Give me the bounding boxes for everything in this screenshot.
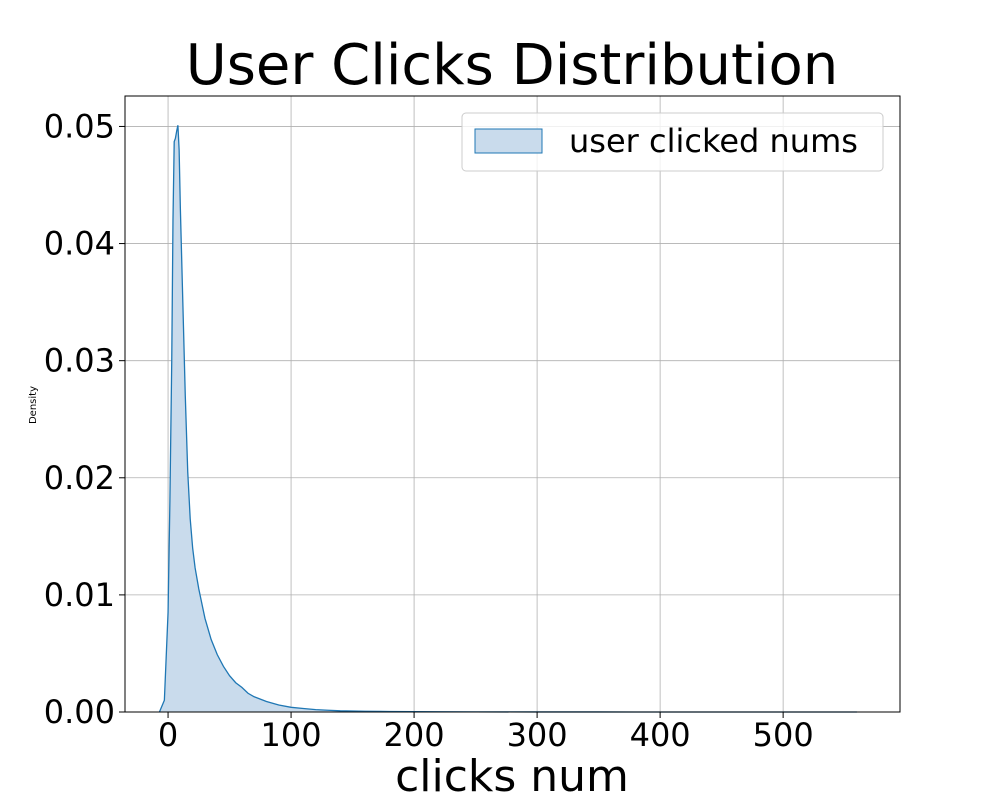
y-tick-label: 0.03 <box>44 342 115 380</box>
y-tick-label: 0.00 <box>44 693 115 731</box>
x-tick-label: 200 <box>384 716 445 754</box>
x-tick-label: 100 <box>261 716 322 754</box>
y-tick-label: 0.05 <box>44 107 115 145</box>
x-tick-label: 400 <box>630 716 691 754</box>
y-tick-label: 0.04 <box>44 225 115 263</box>
y-axis-ticks: 0.00 0.01 0.02 0.03 0.04 0.05 <box>44 107 125 731</box>
y-axis-label: Density <box>28 386 39 424</box>
y-tick-label: 0.02 <box>44 459 115 497</box>
legend-box <box>461 112 884 172</box>
legend-entry-label: user clicked nums <box>569 122 858 160</box>
x-tick-label: 0 <box>158 716 178 754</box>
x-tick-label: 300 <box>507 716 568 754</box>
x-axis-ticks: 0 100 200 300 400 500 <box>158 712 814 754</box>
density-area-fill <box>159 125 857 712</box>
y-tick-label: 0.01 <box>44 576 115 614</box>
plot-frame <box>124 95 901 713</box>
x-tick-label: 500 <box>753 716 814 754</box>
x-axis-label: clicks num <box>395 751 629 800</box>
legend-swatch <box>474 128 543 154</box>
chart-title: User Clicks Distribution <box>186 33 839 98</box>
grid-lines <box>125 96 900 713</box>
density-curve-line <box>158 125 857 713</box>
legend: user clicked nums <box>461 112 884 172</box>
